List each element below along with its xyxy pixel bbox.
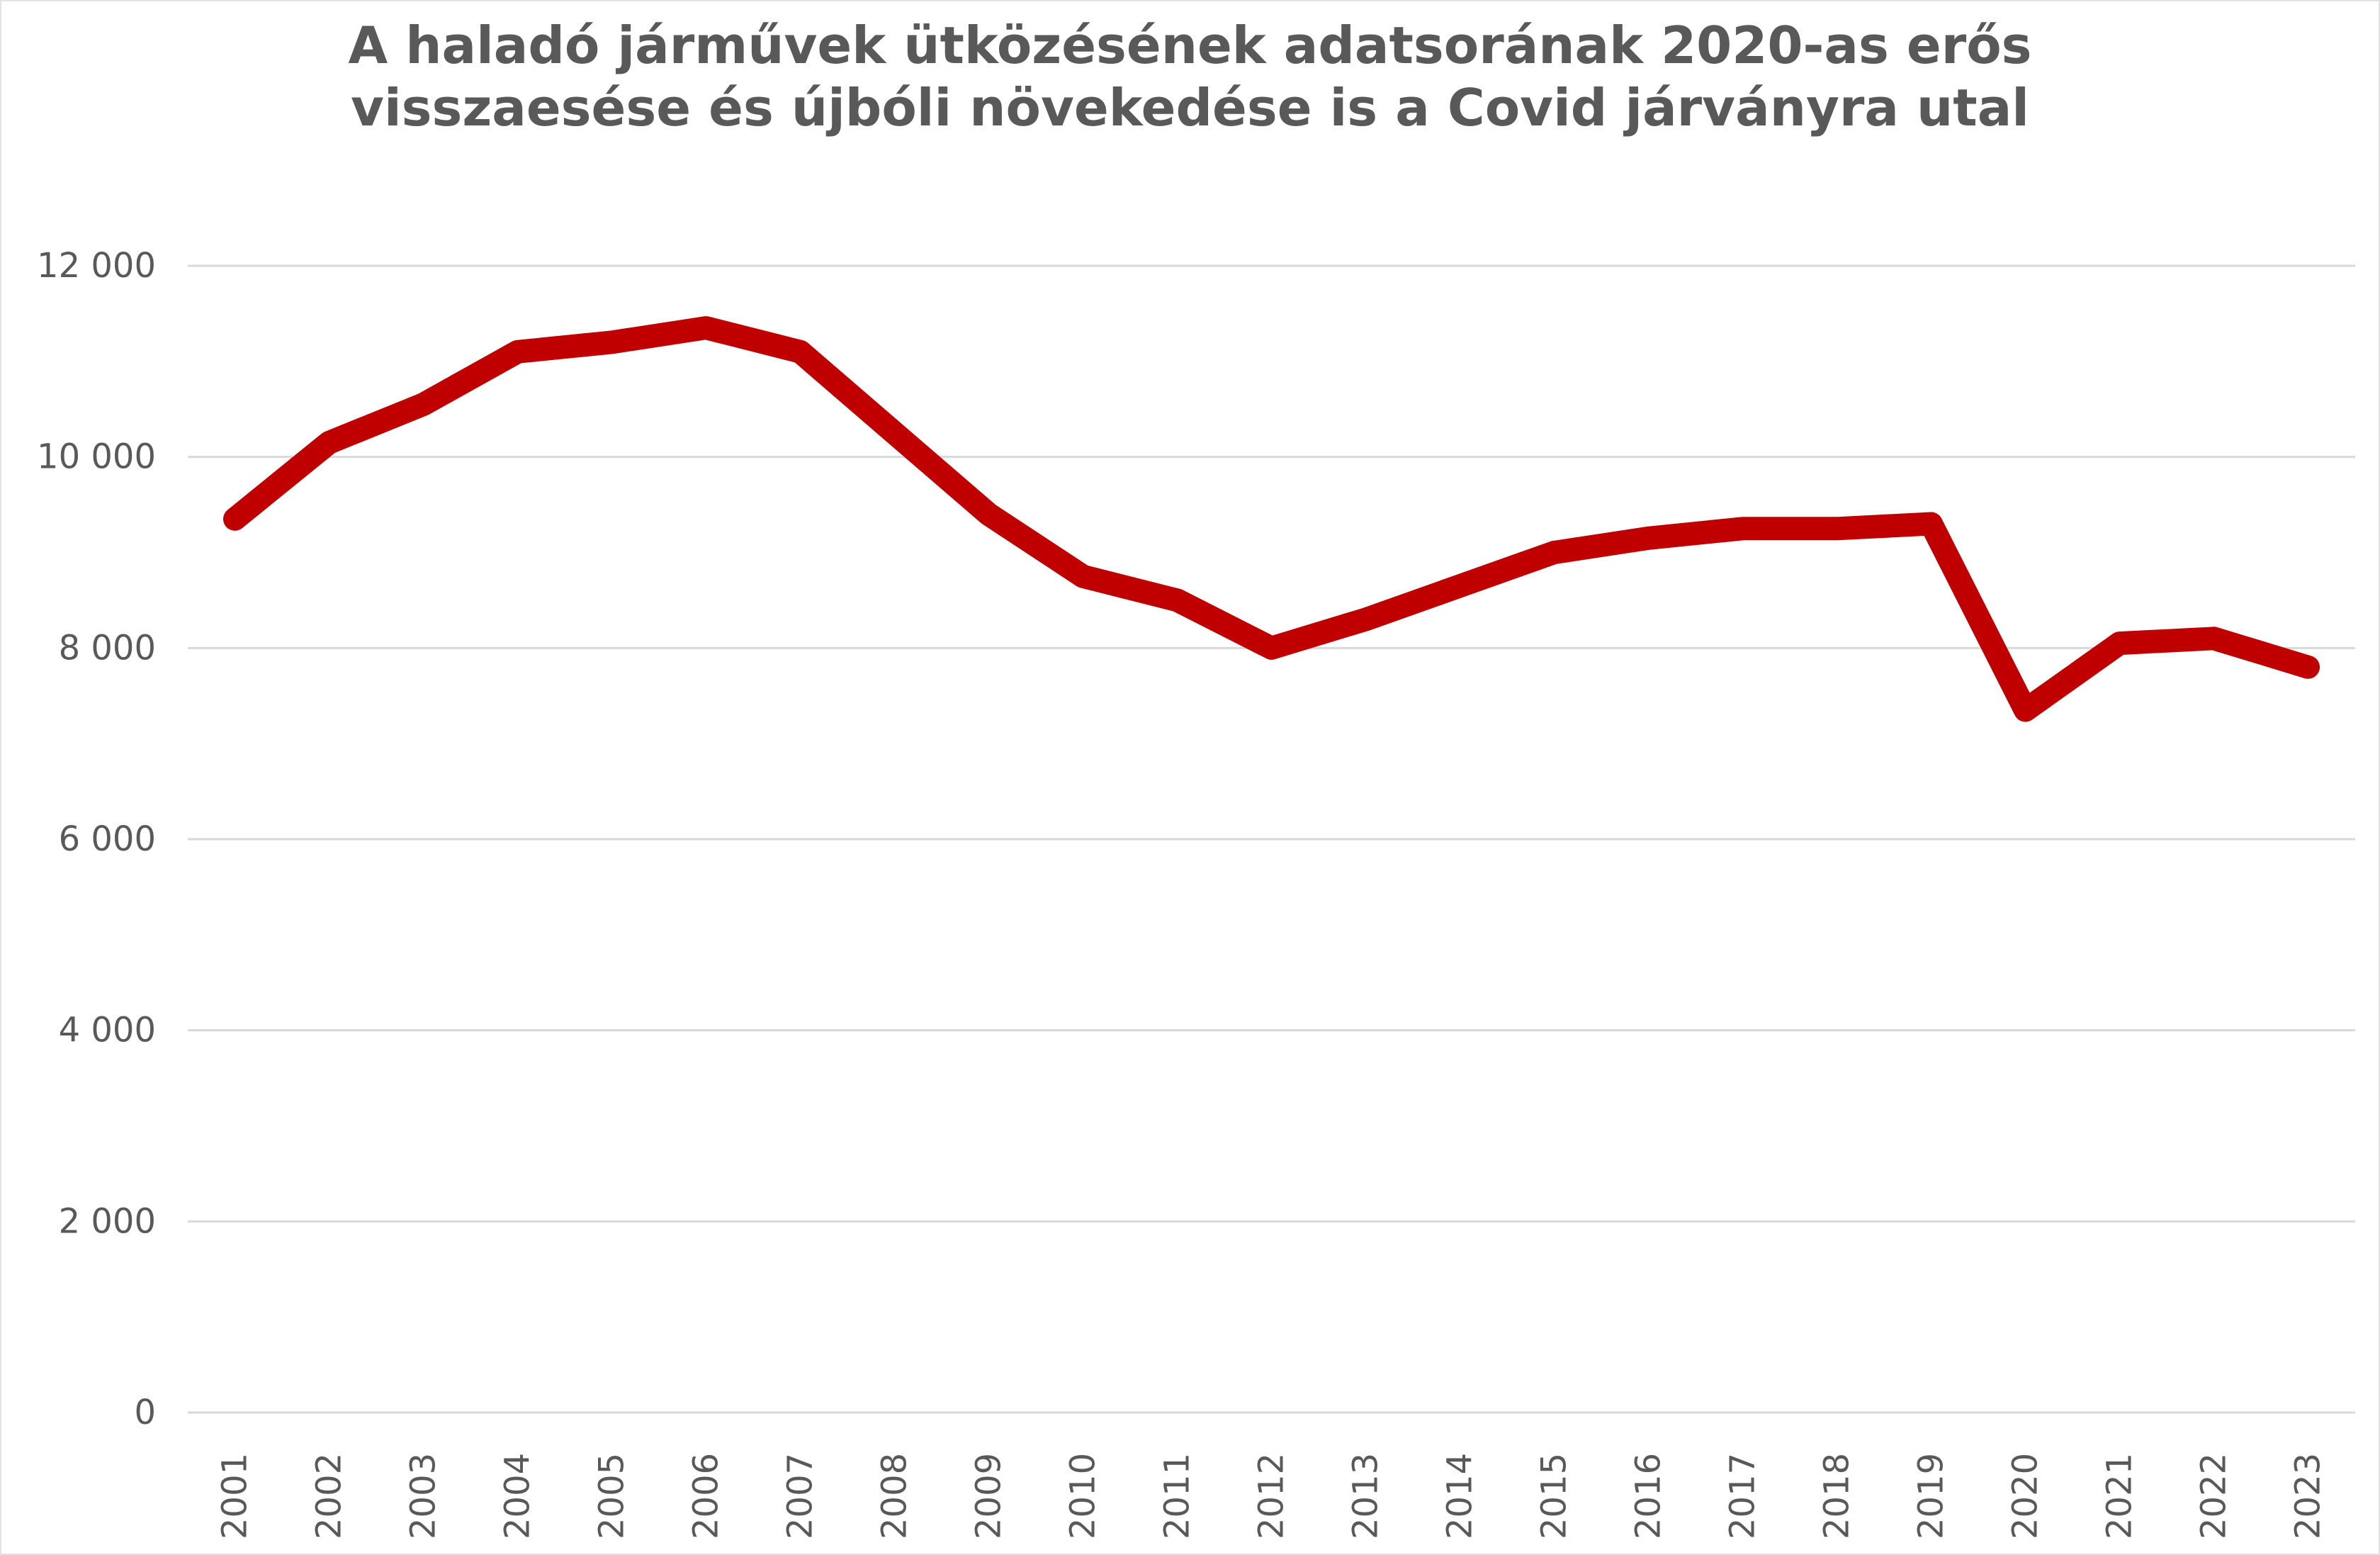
x-axis-tick-label-2018: 2018 <box>1817 1453 1857 1539</box>
y-axis-tick-label-0: 0 <box>134 1393 156 1432</box>
x-axis-tick-label-2001: 2001 <box>215 1453 255 1539</box>
x-axis-tick-label-2004: 2004 <box>498 1453 538 1539</box>
x-axis-tick-label-2007: 2007 <box>781 1453 820 1539</box>
x-axis-tick-label-2010: 2010 <box>1064 1453 1103 1539</box>
chart-title-line-2: visszaesése és újbóli növekedése is a Co… <box>351 78 2029 137</box>
x-axis-tick-label-2009: 2009 <box>969 1453 1009 1539</box>
x-axis-tick-label-2005: 2005 <box>592 1453 632 1539</box>
y-axis-tick-label-12000: 12 000 <box>37 246 156 286</box>
y-axis-tick-label-6000: 6 000 <box>59 819 156 859</box>
x-axis-tick-label-2011: 2011 <box>1158 1453 1197 1539</box>
x-axis-tick-label-2002: 2002 <box>310 1453 349 1539</box>
x-axis-tick-label-2008: 2008 <box>875 1453 915 1539</box>
x-axis-tick-label-2015: 2015 <box>1535 1453 1574 1539</box>
y-axis-tick-label-2000: 2 000 <box>59 1201 156 1241</box>
x-axis-tick-label-2013: 2013 <box>1346 1453 1386 1539</box>
x-axis-tick-label-2016: 2016 <box>1629 1453 1669 1539</box>
x-axis-tick-label-2017: 2017 <box>1723 1453 1763 1539</box>
y-axis-tick-label-8000: 8 000 <box>59 628 156 668</box>
x-axis-tick-label-2012: 2012 <box>1252 1453 1292 1539</box>
x-axis-tick-label-2019: 2019 <box>1912 1453 1951 1539</box>
y-axis-tick-label-10000: 10 000 <box>37 437 156 477</box>
x-axis-tick-label-2020: 2020 <box>2006 1453 2046 1539</box>
x-axis-tick-label-2006: 2006 <box>687 1453 726 1539</box>
y-axis-tick-label-4000: 4 000 <box>59 1011 156 1050</box>
x-axis-tick-label-2003: 2003 <box>404 1453 444 1539</box>
chart-title: A haladó járművek ütközésének adatsorána… <box>1 14 2379 139</box>
data-line-series <box>223 316 2320 722</box>
x-axis-tick-label-2021: 2021 <box>2100 1453 2140 1539</box>
x-axis-tick-label-2014: 2014 <box>1440 1453 1480 1539</box>
x-axis-tick-label-2023: 2023 <box>2289 1453 2328 1539</box>
x-axis-tick-label-2022: 2022 <box>2194 1453 2234 1539</box>
chart-title-line-1: A haladó járművek ütközésének adatsorána… <box>348 16 2032 75</box>
